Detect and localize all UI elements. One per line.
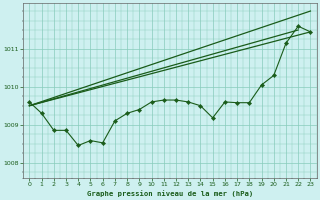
X-axis label: Graphe pression niveau de la mer (hPa): Graphe pression niveau de la mer (hPa) xyxy=(87,190,253,197)
